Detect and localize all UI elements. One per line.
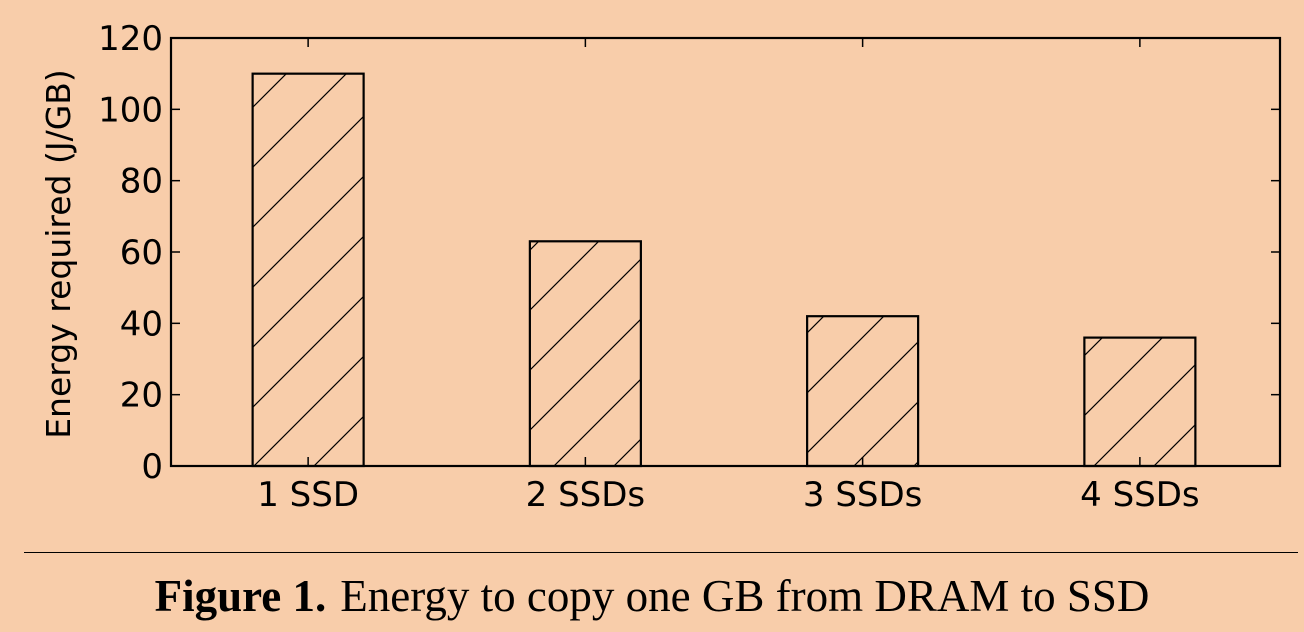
figure-number: Figure 1. [154, 571, 327, 621]
bars-group [251, 72, 1197, 468]
y-tick-label: 60 [120, 233, 163, 273]
bar [528, 240, 642, 468]
y-tick-label: 40 [120, 304, 163, 344]
bar [1083, 336, 1197, 468]
y-axis-label: Energy required (J/GB) [39, 69, 78, 439]
y-tick-label: 80 [120, 162, 163, 202]
x-axis-ticks: 1 SSD 2 SSDs 3 SSDs 4 SSDs [257, 38, 1200, 515]
x-tick-label: 1 SSD [257, 475, 359, 515]
bar [806, 315, 920, 468]
plot-frame [169, 36, 1282, 468]
y-axis-ticks: 0 20 40 60 80 100 120 [98, 19, 1280, 487]
x-tick-label: 4 SSDs [1080, 475, 1200, 515]
y-tick-label: 0 [141, 447, 163, 487]
caption-text: Energy to copy one GB from DRAM to SSD [340, 571, 1150, 621]
x-tick-label: 3 SSDs [803, 475, 923, 515]
bar [251, 72, 365, 468]
caption-divider [24, 552, 1298, 553]
figure-caption: Figure 1. Energy to copy one GB from DRAM… [0, 566, 1304, 626]
x-tick-label: 2 SSDs [526, 475, 646, 515]
y-tick-label: 100 [98, 90, 163, 130]
y-tick-label: 20 [120, 376, 163, 416]
y-tick-label: 120 [98, 19, 163, 59]
